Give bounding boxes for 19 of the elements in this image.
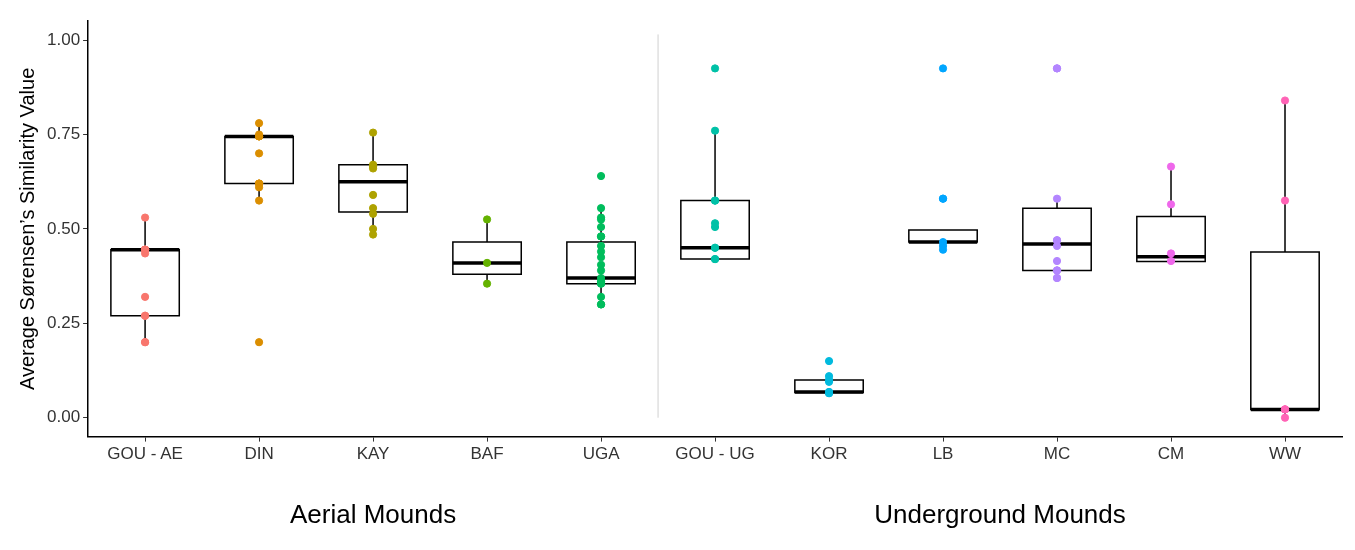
text: Underground Mounds <box>874 499 1126 530</box>
y-tick-label: 0.75 <box>46 124 81 144</box>
x-tick-label: UGA <box>582 444 621 464</box>
y-tick-label: 0.50 <box>46 218 81 238</box>
x-tick-label: KAY <box>356 444 390 464</box>
x-tick-label: WW <box>1268 444 1302 464</box>
x-tick-label: MC <box>1043 444 1071 464</box>
y-axis-title: Average Sørensen’s Similarity Value <box>15 67 38 391</box>
x-tick-label: GOU - AE <box>107 444 183 464</box>
text: Aerial Mounds <box>289 499 457 530</box>
x-tick-label: BAF <box>470 444 504 464</box>
x-tick-label: CM <box>1157 444 1185 464</box>
x-tick-label: LB <box>932 444 954 464</box>
y-tick-label: 0.00 <box>46 407 81 427</box>
y-tick-label: 1.00 <box>46 29 81 49</box>
x-tick-label: KOR <box>810 444 848 464</box>
x-tick-label: GOU - UG <box>675 444 755 464</box>
y-tick-label: 0.25 <box>46 313 81 332</box>
x-tick-label: DIN <box>244 444 274 464</box>
